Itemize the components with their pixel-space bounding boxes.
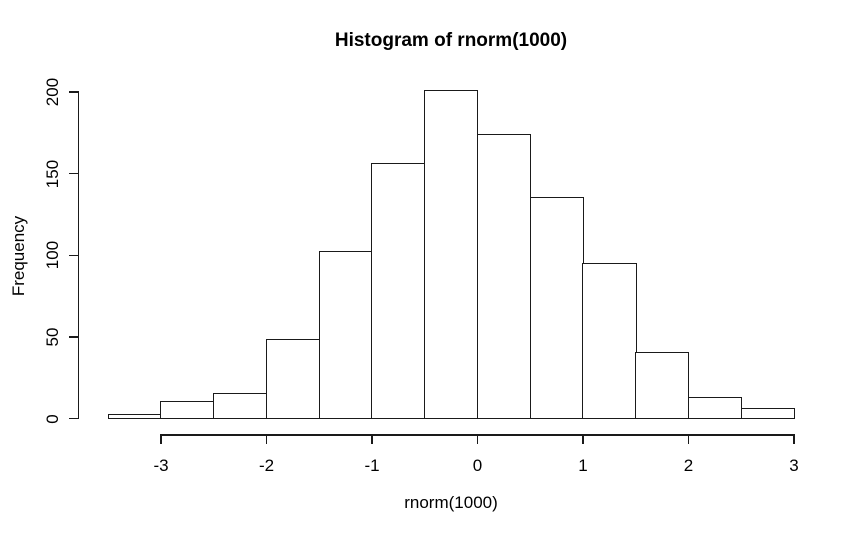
x-tick-label: -1 [364, 456, 380, 475]
histogram-bar [371, 163, 426, 420]
histogram-bar [476, 133, 531, 420]
x-tick-label: 1 [578, 456, 588, 475]
chart-title: Histogram of rnorm(1000) [334, 30, 568, 51]
y-axis-tick [68, 254, 78, 256]
x-axis-tick [582, 435, 584, 444]
x-tick-label: 0 [472, 456, 483, 475]
histogram-bar [424, 89, 479, 420]
x-axis-tick [371, 435, 373, 444]
histogram-bar [160, 401, 215, 420]
x-axis-tick [265, 435, 268, 444]
x-tick-label: -3 [153, 456, 169, 475]
x-tick-label: -2 [258, 456, 275, 475]
y-axis-tick [68, 91, 78, 93]
y-tick-label: 100 [43, 241, 62, 270]
y-tick-label: 50 [43, 327, 62, 347]
x-tick-label: 2 [683, 456, 694, 475]
x-axis-line [160, 434, 795, 436]
x-tick-label: 3 [789, 456, 799, 475]
histogram-bar [107, 414, 162, 420]
y-axis-tick [68, 417, 78, 420]
histogram-bar [582, 262, 637, 420]
y-tick-label: 200 [43, 77, 62, 107]
y-axis-line [77, 91, 80, 420]
x-axis-tick [160, 435, 162, 444]
histogram-bar [740, 407, 795, 420]
histogram-bar [213, 393, 268, 420]
histogram-bar [529, 197, 584, 420]
y-tick-label: 150 [43, 159, 62, 188]
histogram-bar [635, 352, 690, 420]
x-axis-tick [476, 435, 479, 444]
histogram-bar [687, 396, 742, 420]
y-axis-tick [68, 172, 78, 175]
histogram-bar [318, 251, 373, 420]
y-axis-tick [68, 336, 78, 338]
x-axis-label: rnorm(1000) [404, 493, 498, 512]
x-axis-tick [793, 435, 795, 444]
histogram-bar [265, 339, 320, 420]
x-axis-tick [687, 435, 690, 444]
y-tick-label: 0 [43, 413, 62, 424]
